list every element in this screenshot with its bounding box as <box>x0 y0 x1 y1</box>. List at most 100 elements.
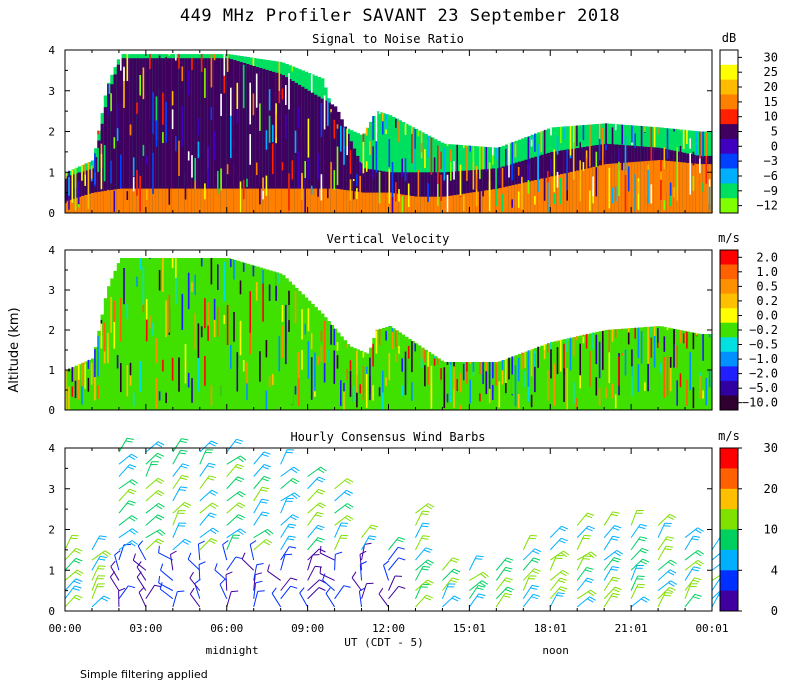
data-streak <box>576 336 578 341</box>
data-streak <box>136 311 138 321</box>
wind-barb <box>280 477 300 490</box>
band-cell-surface <box>346 190 351 213</box>
barb-shaft <box>253 591 259 608</box>
data-streak <box>94 368 96 401</box>
data-streak <box>382 370 384 393</box>
data-streak <box>420 347 423 359</box>
wind-barb <box>226 534 241 551</box>
data-streak <box>388 168 391 204</box>
band-cell-surface <box>356 191 360 213</box>
barb-feather <box>240 455 247 461</box>
wind-barb <box>684 527 704 539</box>
data-streak <box>498 147 501 185</box>
x-axis-tick-labels: 00:00 03:00 06:00 09:00 12:00 15:01 18:01 21:01… <box>48 622 728 635</box>
band-cell-data-top <box>705 334 710 410</box>
data-streak <box>239 280 242 295</box>
data-streak <box>68 177 70 196</box>
wind-barb <box>64 578 83 591</box>
barb-shaft <box>334 554 336 571</box>
data-streak <box>602 128 604 172</box>
data-streak <box>259 351 261 382</box>
data-streak <box>530 349 533 377</box>
wind-barb <box>468 555 484 571</box>
data-streak <box>77 364 80 391</box>
wind-barb <box>307 511 324 526</box>
data-streak <box>139 75 141 96</box>
colorbar-swatch <box>720 366 738 382</box>
data-streak <box>126 304 129 319</box>
data-streak <box>676 185 678 201</box>
data-streak <box>349 360 352 371</box>
barb-feather <box>261 478 269 482</box>
data-streak <box>223 315 226 324</box>
data-streak <box>475 174 478 190</box>
colorbar-swatch <box>720 153 738 169</box>
barb-feather <box>315 539 323 543</box>
barb-feather <box>257 590 265 592</box>
barb-feather <box>588 553 595 559</box>
barb-shaft <box>415 566 424 581</box>
band-cell-middle <box>239 62 244 213</box>
band-cell-surface <box>501 187 506 213</box>
data-streak <box>404 351 407 395</box>
x-tick-label: 09:00 <box>291 622 324 635</box>
barb-feather <box>532 570 539 575</box>
data-streak <box>356 188 358 199</box>
data-streak <box>634 327 636 339</box>
wind-barb <box>118 437 134 453</box>
data-streak <box>113 190 116 212</box>
band-cell-surface <box>369 192 373 213</box>
band-cell-middle <box>459 170 464 213</box>
band-cell-surface <box>608 163 613 213</box>
barb-shaft <box>118 585 129 600</box>
barb-feather <box>589 596 596 601</box>
band-cell-middle <box>343 126 347 213</box>
wind-barb <box>64 594 83 608</box>
barb-shaft <box>322 579 335 592</box>
data-streak <box>113 137 116 149</box>
wind-barb <box>630 565 644 581</box>
barb-shaft <box>271 593 282 608</box>
data-streak <box>624 328 627 344</box>
data-streak <box>372 146 374 179</box>
data-streak <box>640 395 643 406</box>
barb-shaft <box>226 463 238 477</box>
data-streak <box>427 355 429 385</box>
data-streak <box>301 309 303 340</box>
data-streak <box>437 358 439 365</box>
data-streak <box>291 66 294 72</box>
barb-feather <box>294 492 301 498</box>
band-cell-surface <box>165 188 170 213</box>
band-cell-surface <box>301 188 305 213</box>
band-cell-data-top <box>197 258 202 410</box>
band-cell-middle <box>404 172 409 214</box>
data-streak <box>100 323 103 349</box>
data-streak <box>68 386 70 410</box>
barb-shaft <box>226 455 241 465</box>
barb-feather <box>480 573 487 579</box>
data-streak <box>213 131 216 160</box>
data-streak <box>116 314 119 333</box>
band-cell-surface <box>598 165 603 213</box>
band-cell-middle <box>437 172 441 214</box>
band-cell-middle <box>310 92 315 213</box>
data-streak <box>582 334 585 344</box>
data-area <box>64 437 732 608</box>
band-cell-data-top <box>317 310 322 410</box>
band-cell-middle <box>433 172 438 214</box>
wind-barb <box>468 593 486 608</box>
band-cell-data-top <box>255 266 260 410</box>
barb-shaft <box>549 537 562 551</box>
data-streak <box>566 149 568 191</box>
barb-feather <box>132 553 136 561</box>
band-cell-surface <box>537 179 542 213</box>
colorbar-label: 0 <box>771 139 778 153</box>
band-cell-data-top <box>210 258 215 410</box>
data-streak <box>501 194 504 212</box>
data-streak <box>411 127 413 134</box>
barb-feather <box>637 583 646 586</box>
wind-barb <box>307 554 320 571</box>
colorbar-label: −5.0 <box>749 381 778 395</box>
data-streak <box>621 158 623 171</box>
barb-feather <box>614 525 622 529</box>
